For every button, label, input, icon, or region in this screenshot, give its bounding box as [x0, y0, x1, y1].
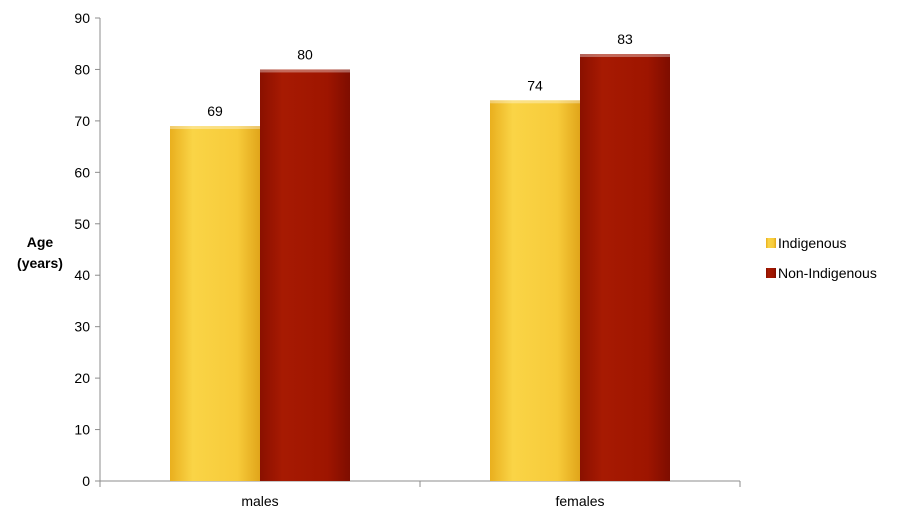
y-tick-label: 40 [74, 267, 90, 283]
legend-label: Non-Indigenous [778, 265, 877, 281]
legend-label: Indigenous [778, 235, 847, 251]
legend: Indigenous Non-Indigenous [766, 235, 877, 281]
y-tick-label: 60 [74, 164, 90, 180]
y-tick-label: 90 [74, 10, 90, 26]
y-tick-label: 0 [82, 473, 90, 489]
bar-top-highlight [580, 54, 670, 58]
bar-top-highlight [260, 69, 350, 73]
legend-swatch [766, 268, 776, 278]
y-tick-label: 50 [74, 216, 90, 232]
data-label: 83 [617, 31, 633, 47]
legend-swatch [766, 238, 776, 248]
bar-top-highlight [170, 126, 260, 130]
data-label: 80 [297, 46, 313, 62]
y-tick-label: 20 [74, 370, 90, 386]
bar [260, 69, 350, 481]
bar [170, 126, 260, 482]
y-tick-label: 10 [74, 422, 90, 438]
x-tick-label: males [241, 493, 278, 508]
bars [170, 54, 670, 482]
bar-top-highlight [490, 100, 580, 104]
x-tick-label: females [555, 493, 604, 508]
y-tick-label: 70 [74, 113, 90, 129]
bar [490, 100, 580, 482]
data-label: 74 [527, 77, 543, 93]
y-axis-title-line-2: (years) [17, 255, 63, 271]
bar [580, 54, 670, 482]
data-label: 69 [207, 103, 223, 119]
data-labels: 69 80 74 83 [207, 31, 633, 119]
y-ticks: 0 10 20 30 40 50 60 70 80 90 [74, 10, 100, 489]
y-tick-label: 30 [74, 319, 90, 335]
y-axis-title-line-1: Age [27, 234, 54, 250]
y-tick-label: 80 [74, 61, 90, 77]
x-ticks: males females [99, 481, 741, 509]
y-axis-title: Age (years) [17, 234, 63, 271]
